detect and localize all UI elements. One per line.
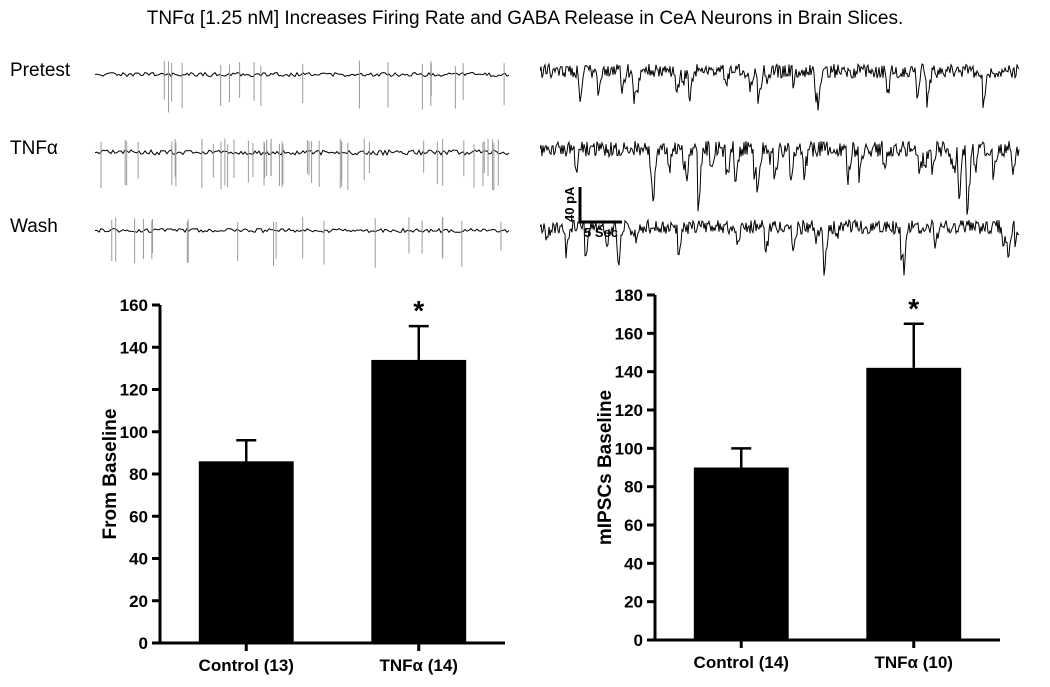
svg-text:120: 120 xyxy=(615,401,643,420)
svg-text:180: 180 xyxy=(615,286,643,305)
svg-text:Percent Change from: Percent Change from xyxy=(590,371,591,563)
svg-text:160: 160 xyxy=(120,296,148,315)
svg-text:140: 140 xyxy=(120,338,148,357)
svg-text:*: * xyxy=(908,293,919,324)
left-bar-chart: 0 20 40 60 80 100 120 140 160 Percent Change in F… xyxy=(95,285,515,683)
svg-text:80: 80 xyxy=(129,465,148,484)
svg-text:100: 100 xyxy=(615,439,643,458)
trace-label-wash: Wash xyxy=(10,216,58,238)
svg-text:160: 160 xyxy=(615,324,643,343)
right-bar-chart: 0 20 40 60 80 100 120 140 160 180 Percent Change f… xyxy=(590,280,1010,680)
svg-text:60: 60 xyxy=(129,507,148,526)
scalebar: 40 pA 5 Sec xyxy=(550,185,652,245)
svg-text:TNFα (10): TNFα (10) xyxy=(875,653,953,672)
right-traces xyxy=(540,50,1020,284)
svg-text:40: 40 xyxy=(129,550,148,569)
svg-text:120: 120 xyxy=(120,381,148,400)
figure-title: TNFα [1.25 nM] Increases Firing Rate and… xyxy=(0,8,1050,30)
svg-text:80: 80 xyxy=(624,478,643,497)
svg-text:Control (13): Control (13) xyxy=(199,656,294,675)
figure-stage: TNFα [1.25 nM] Increases Firing Rate and… xyxy=(0,0,1050,687)
svg-text:mIPSCs Baseline: mIPSCs Baseline xyxy=(595,390,616,545)
svg-text:From Baseline: From Baseline xyxy=(100,409,121,540)
svg-text:Percent Change in Firing Rate: Percent Change in Firing Rate xyxy=(95,338,96,609)
svg-text:60: 60 xyxy=(624,516,643,535)
svg-text:100: 100 xyxy=(120,423,148,442)
left-traces xyxy=(95,50,510,284)
svg-text:20: 20 xyxy=(129,592,148,611)
svg-text:0: 0 xyxy=(139,634,148,653)
svg-text:40: 40 xyxy=(624,554,643,573)
svg-text:0: 0 xyxy=(634,631,643,650)
trace-area: Pretest TNFα Wash 40 pA 5 Sec xyxy=(0,50,1050,285)
svg-text:40 pA: 40 pA xyxy=(562,186,577,222)
svg-text:140: 140 xyxy=(615,363,643,382)
svg-text:TNFα (14): TNFα (14) xyxy=(380,656,458,675)
trace-label-pretest: Pretest xyxy=(10,60,70,82)
svg-text:5 Sec: 5 Sec xyxy=(584,225,618,240)
svg-text:Control (14): Control (14) xyxy=(694,653,789,672)
svg-text:20: 20 xyxy=(624,593,643,612)
svg-text:*: * xyxy=(413,295,424,326)
trace-label-tnfa: TNFα xyxy=(10,138,58,160)
